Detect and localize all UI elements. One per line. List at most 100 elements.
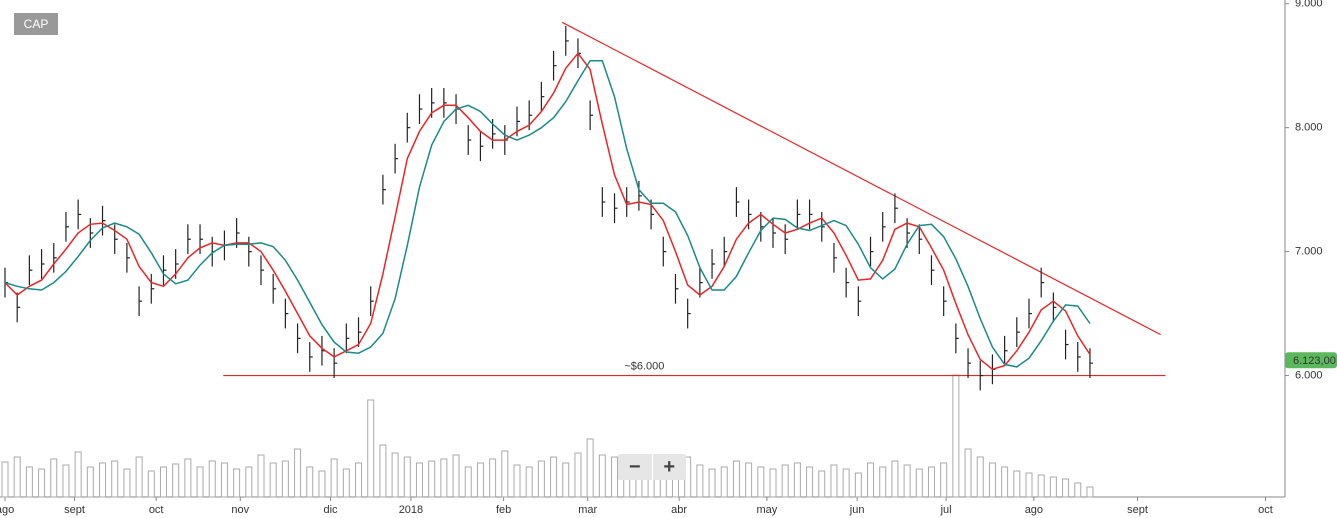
price-bar xyxy=(674,273,679,304)
price-bar xyxy=(857,286,862,317)
price-bar xyxy=(1040,267,1045,298)
volume-bar xyxy=(501,450,509,498)
price-bar xyxy=(1004,335,1008,366)
volume-bar xyxy=(611,456,619,498)
volume-bar xyxy=(720,466,728,498)
volume-bar xyxy=(1037,474,1045,498)
volume-bar xyxy=(257,454,265,498)
volume-bar xyxy=(99,462,107,498)
x-tick-label: oct xyxy=(149,504,164,516)
volume-bar xyxy=(281,460,289,498)
support-label: ~$6.000 xyxy=(624,360,664,372)
volume-bar xyxy=(1062,478,1070,498)
volume-bar xyxy=(537,460,545,498)
volume-bar xyxy=(25,466,33,498)
x-tick-label: abr xyxy=(671,504,687,516)
volume-bar xyxy=(147,470,155,498)
volume-bar xyxy=(781,464,789,498)
volume-bar xyxy=(440,458,448,498)
price-bar xyxy=(1016,317,1020,348)
symbol-badge[interactable]: CAP xyxy=(14,13,58,35)
price-bar xyxy=(65,211,69,242)
volume-bar xyxy=(964,448,972,498)
price-bar xyxy=(357,317,362,348)
volume-bar xyxy=(50,458,58,498)
price-bar xyxy=(248,236,252,267)
volume-bar xyxy=(342,468,350,498)
x-tick-label: ago xyxy=(0,504,14,516)
moving-average-line xyxy=(4,59,1091,368)
volume-bar xyxy=(867,462,875,498)
volume-bar xyxy=(135,456,143,498)
price-bar xyxy=(784,224,789,255)
price-bar xyxy=(187,224,191,255)
price-bar xyxy=(979,360,984,391)
price-bar xyxy=(613,193,618,224)
volume-bar xyxy=(62,464,70,498)
volume-bar xyxy=(1049,476,1057,498)
volume-bar xyxy=(306,466,314,498)
volume-bar xyxy=(379,444,387,498)
volume-bar xyxy=(940,462,948,498)
volume-bar xyxy=(745,462,753,498)
volume-bar xyxy=(1074,482,1082,498)
volume-bar xyxy=(318,470,326,498)
price-bar xyxy=(711,249,716,279)
volume-bar xyxy=(415,462,423,498)
volume-bar xyxy=(74,451,82,498)
volume-bar xyxy=(769,468,777,498)
last-price-tag xyxy=(1285,352,1337,369)
price-bar xyxy=(894,193,898,224)
volume-bar xyxy=(245,466,253,498)
volume-bar xyxy=(123,468,131,498)
volume-bar xyxy=(220,462,228,498)
zoom-out-button[interactable]: − xyxy=(618,454,653,480)
volume-bar xyxy=(708,468,716,498)
price-bar xyxy=(601,187,606,217)
volume-bar xyxy=(757,466,765,498)
volume-bar xyxy=(159,466,167,498)
price-bar xyxy=(918,224,923,255)
price-bar xyxy=(114,224,118,255)
price-bar xyxy=(28,255,33,286)
x-tick-label: sept xyxy=(64,504,85,516)
volume-bar xyxy=(1086,486,1094,498)
price-bar xyxy=(943,286,947,317)
volume-bar xyxy=(732,460,740,498)
x-tick-label: may xyxy=(757,504,778,516)
price-bar xyxy=(687,298,691,329)
price-bar xyxy=(955,323,959,354)
price-bar xyxy=(760,211,764,242)
x-tick-label: ago xyxy=(1025,504,1043,516)
volume-bar xyxy=(13,456,21,498)
volume-bar xyxy=(184,458,192,498)
volume-bar xyxy=(525,466,533,498)
volume-bar xyxy=(452,454,460,498)
x-tick-label: mar xyxy=(578,504,597,516)
volume-bar xyxy=(854,472,862,498)
zoom-controls: − + xyxy=(618,454,686,480)
volume-bar xyxy=(111,460,119,498)
x-tick-label: sept xyxy=(1127,504,1148,516)
moving-average-line xyxy=(4,52,1091,371)
volume-bar xyxy=(269,462,277,498)
price-bar xyxy=(735,187,740,217)
y-tick-label: 6.000 xyxy=(1295,369,1323,381)
volume-bar xyxy=(988,462,996,498)
volume-bar xyxy=(1001,466,1009,498)
price-bar xyxy=(333,348,338,379)
price-bar xyxy=(16,292,21,323)
zoom-in-button[interactable]: + xyxy=(663,456,676,478)
price-bar xyxy=(930,255,935,286)
price-bar xyxy=(284,298,289,329)
volume-bar xyxy=(806,466,814,498)
y-tick-label: 9.000 xyxy=(1295,0,1323,10)
volume-bar xyxy=(891,460,899,498)
volume-bar xyxy=(330,458,338,498)
price-bar xyxy=(845,267,850,298)
volume-bar xyxy=(196,466,204,498)
volume-bar xyxy=(586,438,594,498)
price-bar xyxy=(869,236,874,267)
price-bar xyxy=(150,273,155,304)
